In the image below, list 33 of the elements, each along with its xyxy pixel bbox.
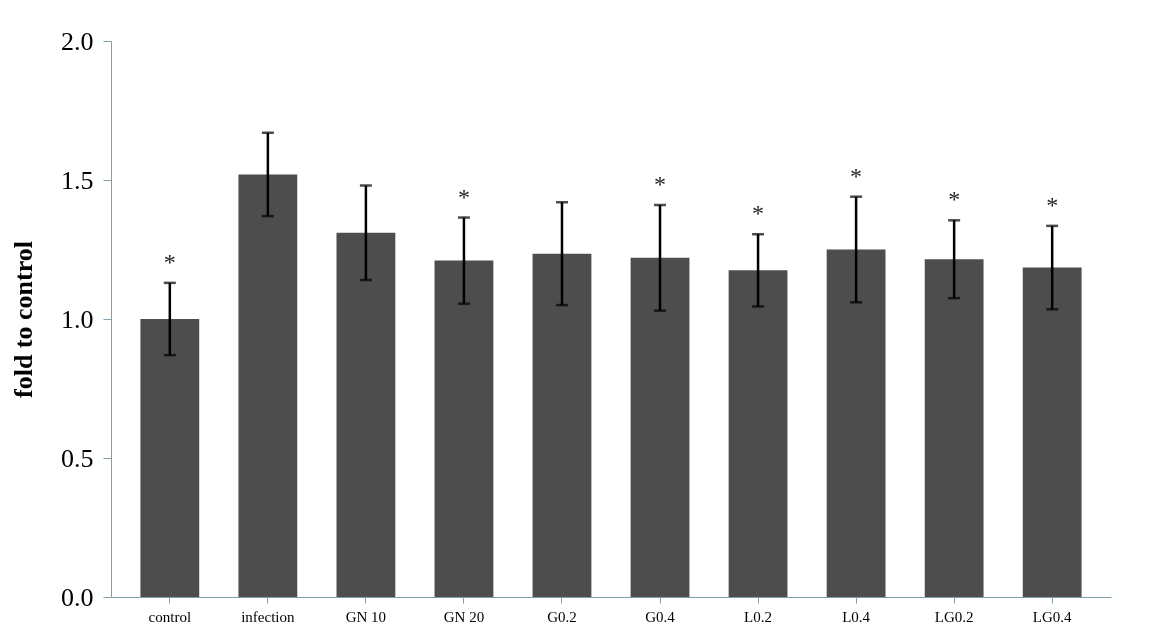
data-label: *: [457, 183, 470, 210]
bar: [238, 174, 298, 597]
bar: [1022, 267, 1082, 597]
bar: [630, 257, 690, 597]
data-label: *: [654, 171, 667, 198]
bar: [532, 253, 592, 597]
y-tick-label: 2.0: [61, 26, 94, 56]
data-label: *: [163, 248, 176, 275]
bar: [826, 249, 886, 597]
bar: [140, 319, 200, 597]
bar: [728, 270, 788, 597]
x-tick-label: LG0.2: [934, 608, 974, 625]
x-tick-label: GN 10: [345, 608, 387, 625]
bar: [924, 259, 984, 597]
bar: [434, 260, 494, 597]
data-label: *: [1046, 191, 1059, 218]
data-label: *: [850, 162, 863, 189]
y-tick-label: 1.0: [61, 304, 94, 334]
x-tick-label: infection: [241, 608, 296, 625]
y-tick-label: 1.5: [61, 165, 94, 195]
x-tick-label: LG0.4: [1032, 608, 1073, 625]
data-label: *: [752, 200, 765, 227]
y-tick-label: 0.5: [61, 443, 94, 473]
x-tick-label: GN 20: [443, 608, 485, 625]
y-tick-label: 0.0: [61, 582, 94, 612]
x-tick-label: G0.2: [547, 608, 577, 625]
y-axis-title: fold to control: [9, 241, 38, 398]
x-tick-label: L0.2: [744, 608, 773, 625]
x-tick-label: G0.4: [645, 608, 676, 625]
data-label: *: [948, 186, 961, 213]
x-tick-label: L0.4: [842, 608, 871, 625]
x-tick-label: control: [148, 608, 192, 625]
bar: [336, 232, 396, 597]
